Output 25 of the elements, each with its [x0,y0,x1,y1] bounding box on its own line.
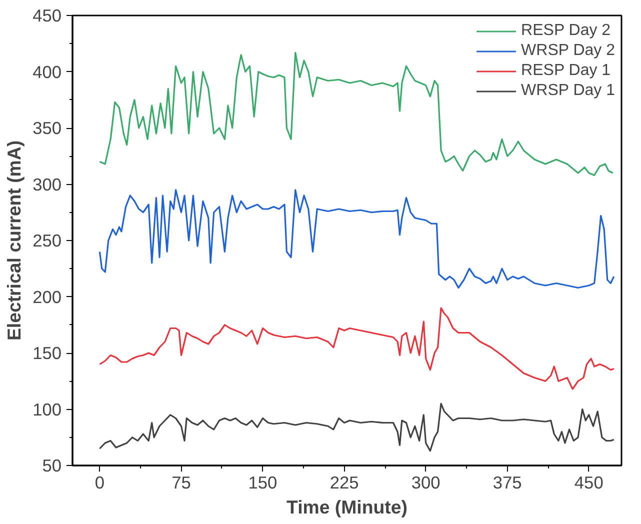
y-tick-label: 150 [32,343,62,363]
y-tick-label: 250 [32,230,62,250]
legend-label: RESP Day 2 [521,22,611,40]
legend-label: WRSP Day 1 [521,82,615,100]
x-tick-label: 225 [330,472,359,492]
y-tick-label: 300 [32,174,62,194]
line-series [98,307,615,390]
x-tick-label: 150 [248,472,278,492]
line-series [98,402,615,452]
y-tick-label: 50 [42,456,62,476]
legend-label: WRSP Day 2 [521,42,615,60]
y-tick-label: 400 [32,62,62,82]
legend-label: RESP Day 1 [521,62,611,80]
x-tick-label: 75 [172,472,191,492]
line-series [98,189,615,289]
y-tick-label: 450 [32,6,62,26]
y-axis-title: Electrical current (mA) [4,140,25,341]
y-tick-label: 350 [32,118,62,138]
x-tick-label: 375 [492,472,522,492]
y-tick-label: 100 [32,399,62,420]
x-axis-title: Time (Minute) [286,496,408,518]
x-tick-label: 300 [411,472,440,492]
y-tick-label: 200 [32,286,62,307]
x-tick-label: 450 [574,472,604,492]
x-tick-label: 0 [94,472,104,492]
